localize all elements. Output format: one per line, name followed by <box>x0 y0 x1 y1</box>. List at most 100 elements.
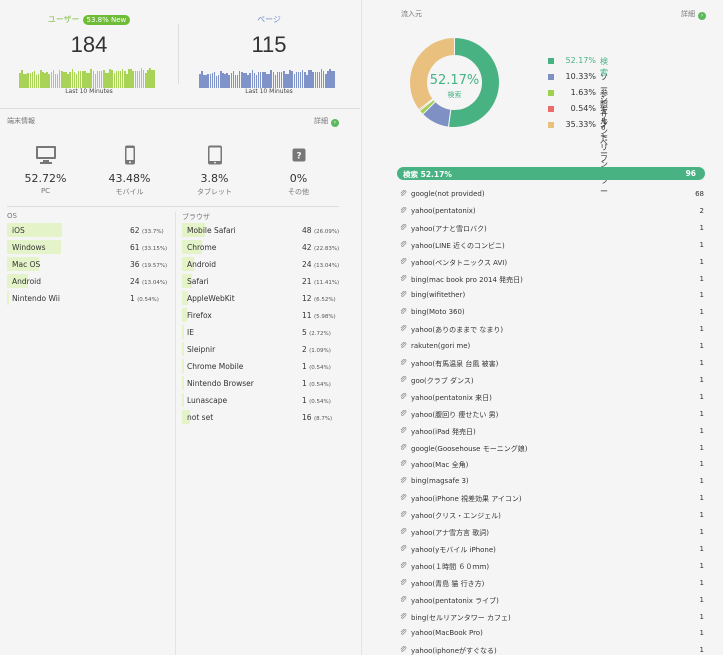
paperclip-icon <box>400 223 407 230</box>
table-row[interactable]: IE 5 (2.72%) <box>182 324 340 341</box>
sparkline-bar <box>293 73 296 88</box>
search-source-bar[interactable]: 検索 52.17% 96 <box>397 167 705 180</box>
sparkline-bar <box>226 73 228 88</box>
keyword-row[interactable]: yahoo(青島 猫 行き方) 1 <box>400 576 704 593</box>
keyword-row[interactable]: yahoo(iPad 発売日) 1 <box>400 424 704 441</box>
keyword-row[interactable]: google(Goosehouse モーニング娘) 1 <box>400 441 704 458</box>
paperclip-icon <box>400 190 407 196</box>
sparkline-bar <box>21 70 23 88</box>
keyword-row[interactable]: yahoo(LINE 近くのコンビニ) 1 <box>400 238 704 255</box>
sparkline-bar <box>54 74 57 88</box>
paperclip-icon <box>400 443 407 450</box>
table-row[interactable]: Nintendo Browser 1 (0.54%) <box>182 375 340 392</box>
sparkline-bar <box>92 70 95 88</box>
sparkline-bar <box>126 73 128 88</box>
row-percent: (13.04%) <box>313 263 340 269</box>
row-count: 24 <box>302 260 314 269</box>
keyword-row[interactable]: bing(wifitether) 1 <box>400 288 704 305</box>
keyword-count: 1 <box>699 342 704 351</box>
keyword-row[interactable]: yahoo(有馬温泉 台風 被害) 1 <box>400 356 704 373</box>
device-name: モバイル <box>115 188 144 196</box>
table-row[interactable]: Nintendo Wii 1 (0.54%) <box>7 290 169 307</box>
keyword-row[interactable]: yahoo(腹回り 痩せたい 男) 1 <box>400 407 704 424</box>
keyword-row[interactable]: yahoo(ペンタトニックス AVI) 1 <box>400 255 704 272</box>
sparkline-bar <box>33 71 36 88</box>
table-row[interactable]: Android 24 (13.04%) <box>7 273 169 290</box>
sparkline-bar <box>58 70 61 88</box>
search-source-label: 検索 52.17% <box>403 170 452 179</box>
table-row[interactable]: Sleipnir 2 (1.09%) <box>182 341 340 358</box>
keyword-text: yahoo(クリス・エンジェル) <box>411 512 501 521</box>
counter-divider <box>178 24 179 84</box>
table-row[interactable]: Chrome 42 (22.83%) <box>182 239 340 256</box>
sparkline-bar <box>98 71 101 88</box>
keyword-row[interactable]: yahoo(yモバイル iPhone) 1 <box>400 542 704 559</box>
realtime-pages: ページ 115 Last 10 Minutes <box>180 0 358 108</box>
sparkline-bar <box>111 69 113 88</box>
row-value: 62 (33.7%) <box>130 226 164 235</box>
device-name: タブレット <box>197 188 232 196</box>
keyword-row[interactable]: yahoo(ありのままで なまり) 1 <box>400 322 704 339</box>
keyword-row[interactable]: yahoo(pentatonix) 2 <box>400 204 704 221</box>
sparkline-bar <box>228 74 230 88</box>
table-row[interactable]: iOS 62 (33.7%) <box>7 222 169 239</box>
keyword-row[interactable]: goo(クラブ ダンス) 1 <box>400 373 704 390</box>
table-row[interactable]: Android 24 (13.04%) <box>182 256 340 273</box>
legend-swatch <box>548 58 554 64</box>
devices-detail-link[interactable]: 詳細 › <box>314 116 339 127</box>
keyword-text: google(Goosehouse モーニング娘) <box>411 444 528 453</box>
keyword-row[interactable]: yahoo(アナ雪方言 歌詞) 1 <box>400 525 704 542</box>
table-row[interactable]: Safari 21 (11.41%) <box>182 273 340 290</box>
donut-slice <box>447 36 500 128</box>
sparkline-bar <box>301 69 304 88</box>
unknown-icon: ? <box>256 140 341 170</box>
sparkline-bar <box>331 71 333 88</box>
keyword-text: yahoo(アナ雪方言 歌詞) <box>411 529 489 537</box>
keyword-row[interactable]: yahoo(Mac 全角) 1 <box>400 457 704 474</box>
keyword-text: yahoo(１時間 ６０ｍｍ) <box>411 562 490 571</box>
keyword-text: yahoo(青島 猫 行き方) <box>411 579 485 588</box>
paperclip-icon <box>400 274 407 281</box>
keyword-text: yahoo(iPad 発売日) <box>411 427 476 436</box>
paperclip-icon <box>400 359 407 365</box>
keyword-row[interactable]: bing(mac book pro 2014 発売日) 1 <box>400 272 704 289</box>
table-row[interactable]: not set 16 (8.7%) <box>182 409 340 426</box>
sparkline-bar <box>247 74 249 88</box>
sparkline-bar <box>325 74 327 88</box>
keyword-row[interactable]: yahoo(pentatonix 来日) 1 <box>400 390 704 407</box>
keyword-row[interactable]: yahoo(MacBook Pro) 1 <box>400 626 704 643</box>
keyword-count: 1 <box>699 511 704 520</box>
table-row[interactable]: Mobile Safari 48 (26.09%) <box>182 222 340 239</box>
table-row[interactable]: Windows 61 (33.15%) <box>7 239 169 256</box>
keyword-row[interactable]: yahoo(クリス・エンジェル) 1 <box>400 508 704 525</box>
sources-detail-label: 詳細 <box>681 10 695 18</box>
keyword-row[interactable]: bing(セルリアンタワー カフェ) 1 <box>400 610 704 627</box>
sparkline-bar <box>132 71 134 88</box>
sources-detail-link[interactable]: 詳細 › <box>681 9 706 20</box>
share-bar <box>7 291 9 305</box>
sparkline-bar <box>71 68 74 88</box>
paperclip-icon <box>400 578 407 585</box>
keyword-row[interactable]: bing(Moto 360) 1 <box>400 305 704 322</box>
keyword-row[interactable]: yahoo(pentatonix ライブ) 1 <box>400 593 704 610</box>
sparkline-bar <box>124 71 126 88</box>
keyword-row[interactable]: yahoo(iphoneがすぐなる) 1 <box>400 643 704 655</box>
mobile-icon <box>87 140 172 170</box>
sparkline-bar <box>44 73 46 88</box>
keyword-row[interactable]: yahoo(１時間 ６０ｍｍ) 1 <box>400 559 704 576</box>
keyword-row[interactable]: google(not provided) 68 <box>400 187 704 204</box>
row-percent: (8.7%) <box>313 416 333 422</box>
table-row[interactable]: Firefox 11 (5.98%) <box>182 307 340 324</box>
keyword-row[interactable]: yahoo(iPhone 視差効果 アイコン) 1 <box>400 491 704 508</box>
table-row[interactable]: AppleWebKit 12 (6.52%) <box>182 290 340 307</box>
keyword-text: bing(mac book pro 2014 発売日) <box>411 275 523 284</box>
keyword-row[interactable]: rakuten(gori me) 1 <box>400 339 704 356</box>
chevron-right-icon: › <box>331 119 339 127</box>
table-row[interactable]: Lunascape 1 (0.54%) <box>182 392 340 409</box>
keyword-row[interactable]: yahoo(アナと雪ロバク) 1 <box>400 221 704 238</box>
table-row[interactable]: Chrome Mobile 1 (0.54%) <box>182 358 340 375</box>
keyword-row[interactable]: bing(magsafe 3) 1 <box>400 474 704 491</box>
table-row[interactable]: Mac OS 36 (19.57%) <box>7 256 169 273</box>
share-bar <box>182 325 185 339</box>
legend-label: 検索 <box>600 57 608 77</box>
